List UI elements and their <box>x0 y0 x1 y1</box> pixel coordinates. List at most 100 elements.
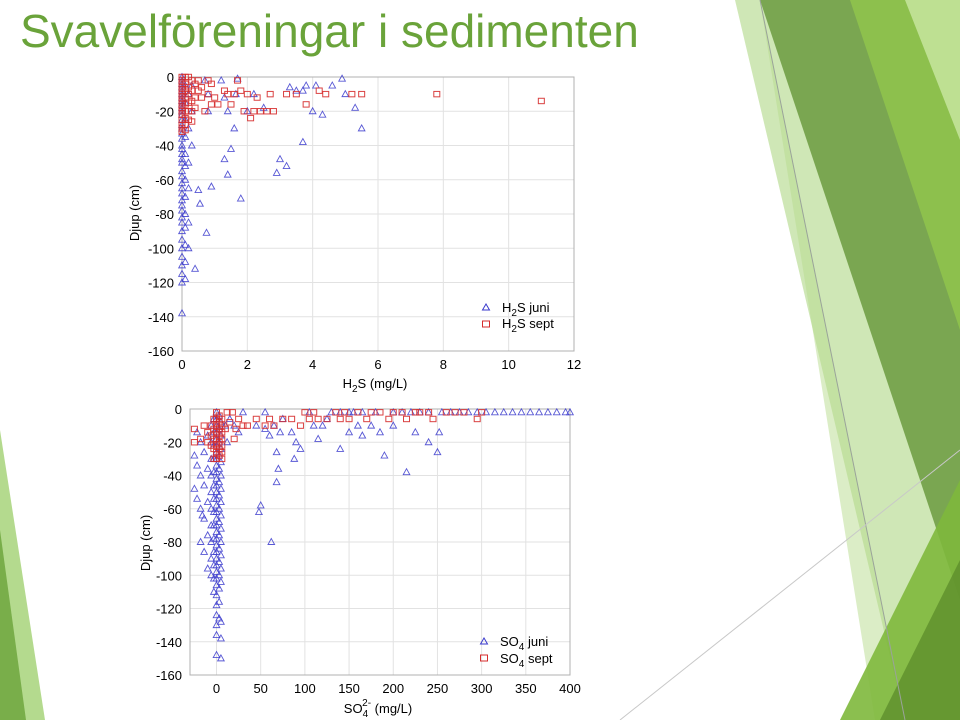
h2s-point-triangle <box>177 252 187 260</box>
so4-point-triangle <box>216 537 225 545</box>
so4-point-triangle <box>216 653 225 662</box>
so4-point-triangle <box>265 431 274 439</box>
h2s-point-triangle <box>357 123 366 132</box>
so4-point-triangle <box>190 484 199 492</box>
so4-point-square <box>478 409 486 416</box>
h2s-legend-juni-sub: 2 <box>511 308 517 319</box>
so4-point-triangle <box>215 557 224 565</box>
so4-point-square <box>210 415 218 423</box>
so4-point-square <box>425 409 433 416</box>
h2s-point-triangle <box>184 158 193 166</box>
so4-y-tick-label: -120 <box>156 602 182 617</box>
so4-legend-item-juni: SO4 juni <box>479 634 548 653</box>
so4-point-triangle <box>375 427 385 436</box>
so4-point-triangle <box>215 517 224 525</box>
h2s-point-triangle <box>184 218 193 226</box>
so4-point-square <box>336 415 344 423</box>
so4-legend-juni-sub: 4 <box>519 642 525 653</box>
h2s-point-triangle <box>181 149 190 158</box>
h2s-point-square <box>256 108 264 115</box>
so4-legend-marker-juni <box>479 637 489 645</box>
h2s-point-triangle <box>328 81 337 89</box>
so4-x-axis-title-sub: 4 <box>363 709 369 720</box>
so4-point-square <box>210 455 218 463</box>
h2s-point-square <box>191 94 199 101</box>
so4-point-triangle <box>216 524 225 532</box>
h2s-x-axis-title: H2S (mg/L) <box>343 376 408 395</box>
so4-point-triangle <box>314 434 323 442</box>
h2s-point-square <box>322 90 330 98</box>
h2s-point-square <box>230 90 238 98</box>
h2s-legend-juni-base: H <box>502 300 511 315</box>
so4-x-tick-label: 150 <box>338 681 360 696</box>
h2s-legend-marker-juni <box>481 303 491 311</box>
so4-point-square <box>341 409 349 416</box>
so4-point-triangle <box>274 464 283 472</box>
so4-point-triangle <box>225 414 234 422</box>
so4-point-triangle <box>254 507 263 516</box>
so4-legend-juni-base: SO <box>500 634 519 649</box>
so4-point-square <box>398 409 406 416</box>
so4-legend-sept-sub: 4 <box>519 659 525 670</box>
so4-point-square <box>207 442 215 449</box>
h2s-x-tick-labels: 0 2 4 6 8 10 12 <box>178 357 581 372</box>
so4-point-triangle <box>193 494 202 502</box>
so4-point-square <box>190 439 198 446</box>
so4-point-triangle <box>196 471 205 479</box>
so4-point-square <box>218 415 226 423</box>
h2s-y-tick-label: -40 <box>155 139 174 154</box>
so4-point-triangle <box>190 451 199 459</box>
so4-point-triangle <box>535 407 544 416</box>
so4-point-square <box>314 415 322 423</box>
h2s-point-triangle <box>181 274 190 283</box>
h2s-y-tick-label: -60 <box>155 173 174 188</box>
h2s-point-square <box>263 108 271 115</box>
so4-point-square <box>367 409 375 416</box>
h2s-x-axis-title-base: H <box>343 376 352 391</box>
so4-point-triangle <box>256 500 265 509</box>
so4-point-triangle <box>203 564 212 572</box>
so4-point-triangle <box>261 407 270 416</box>
so4-y-axis-title: Djup (cm) <box>138 515 153 571</box>
h2s-point-triangle <box>282 161 291 170</box>
h2s-point-triangle <box>338 74 347 82</box>
h2s-point-triangle <box>187 141 196 149</box>
so4-point-square <box>252 415 260 423</box>
so4-point-square <box>288 415 296 423</box>
h2s-y-axis-title: Djup (cm) <box>127 185 142 241</box>
h2s-point-triangle <box>177 308 187 317</box>
h2s-legend-label-sept: H2S sept <box>502 316 554 335</box>
h2s-point-triangle <box>184 183 193 192</box>
so4-point-square <box>204 439 212 446</box>
so4-point-triangle <box>209 587 218 595</box>
h2s-point-square <box>240 108 248 115</box>
so4-point-square <box>429 415 437 423</box>
so4-point-triangle <box>203 464 212 472</box>
h2s-point-square <box>207 101 215 108</box>
h2s-point-square <box>315 87 323 94</box>
so4-point-square <box>218 422 226 429</box>
so4-y-tick-labels: 0 -20 -40 -60 -80 -100 -120 -140 -160 <box>156 402 182 683</box>
h2s-point-triangle <box>177 269 187 277</box>
so4-x-axis-title: SO42- (mg/L) <box>344 698 412 720</box>
so4-legend: SO4 juni SO4 sept <box>479 634 553 670</box>
so4-point-triangle <box>565 407 575 416</box>
h2s-x-tick-label: 0 <box>178 357 185 372</box>
so4-point-triangle <box>212 610 221 619</box>
so4-point-triangle <box>272 447 281 456</box>
so4-point-triangle <box>517 407 526 416</box>
h2s-point-triangle <box>272 168 281 176</box>
so4-point-square <box>301 409 309 416</box>
h2s-y-tick-label: 0 <box>167 70 174 85</box>
so4-x-tick-labels: 0 50 100 150 200 250 300 350 400 <box>213 681 581 696</box>
so4-y-tick-label: 0 <box>175 402 182 417</box>
h2s-point-square <box>247 114 255 122</box>
h2s-x-axis-title-sub: 2 <box>352 384 358 395</box>
so4-x-axis-title-base: SO <box>344 701 363 716</box>
so4-point-triangle <box>216 550 225 559</box>
so4-point-triangle <box>200 481 209 489</box>
h2s-legend-item-sept: H2S sept <box>482 316 554 335</box>
h2s-point-square <box>253 94 261 101</box>
h2s-legend-sept-sub: 2 <box>511 324 517 335</box>
so4-legend-sept-rest: sept <box>524 651 553 666</box>
